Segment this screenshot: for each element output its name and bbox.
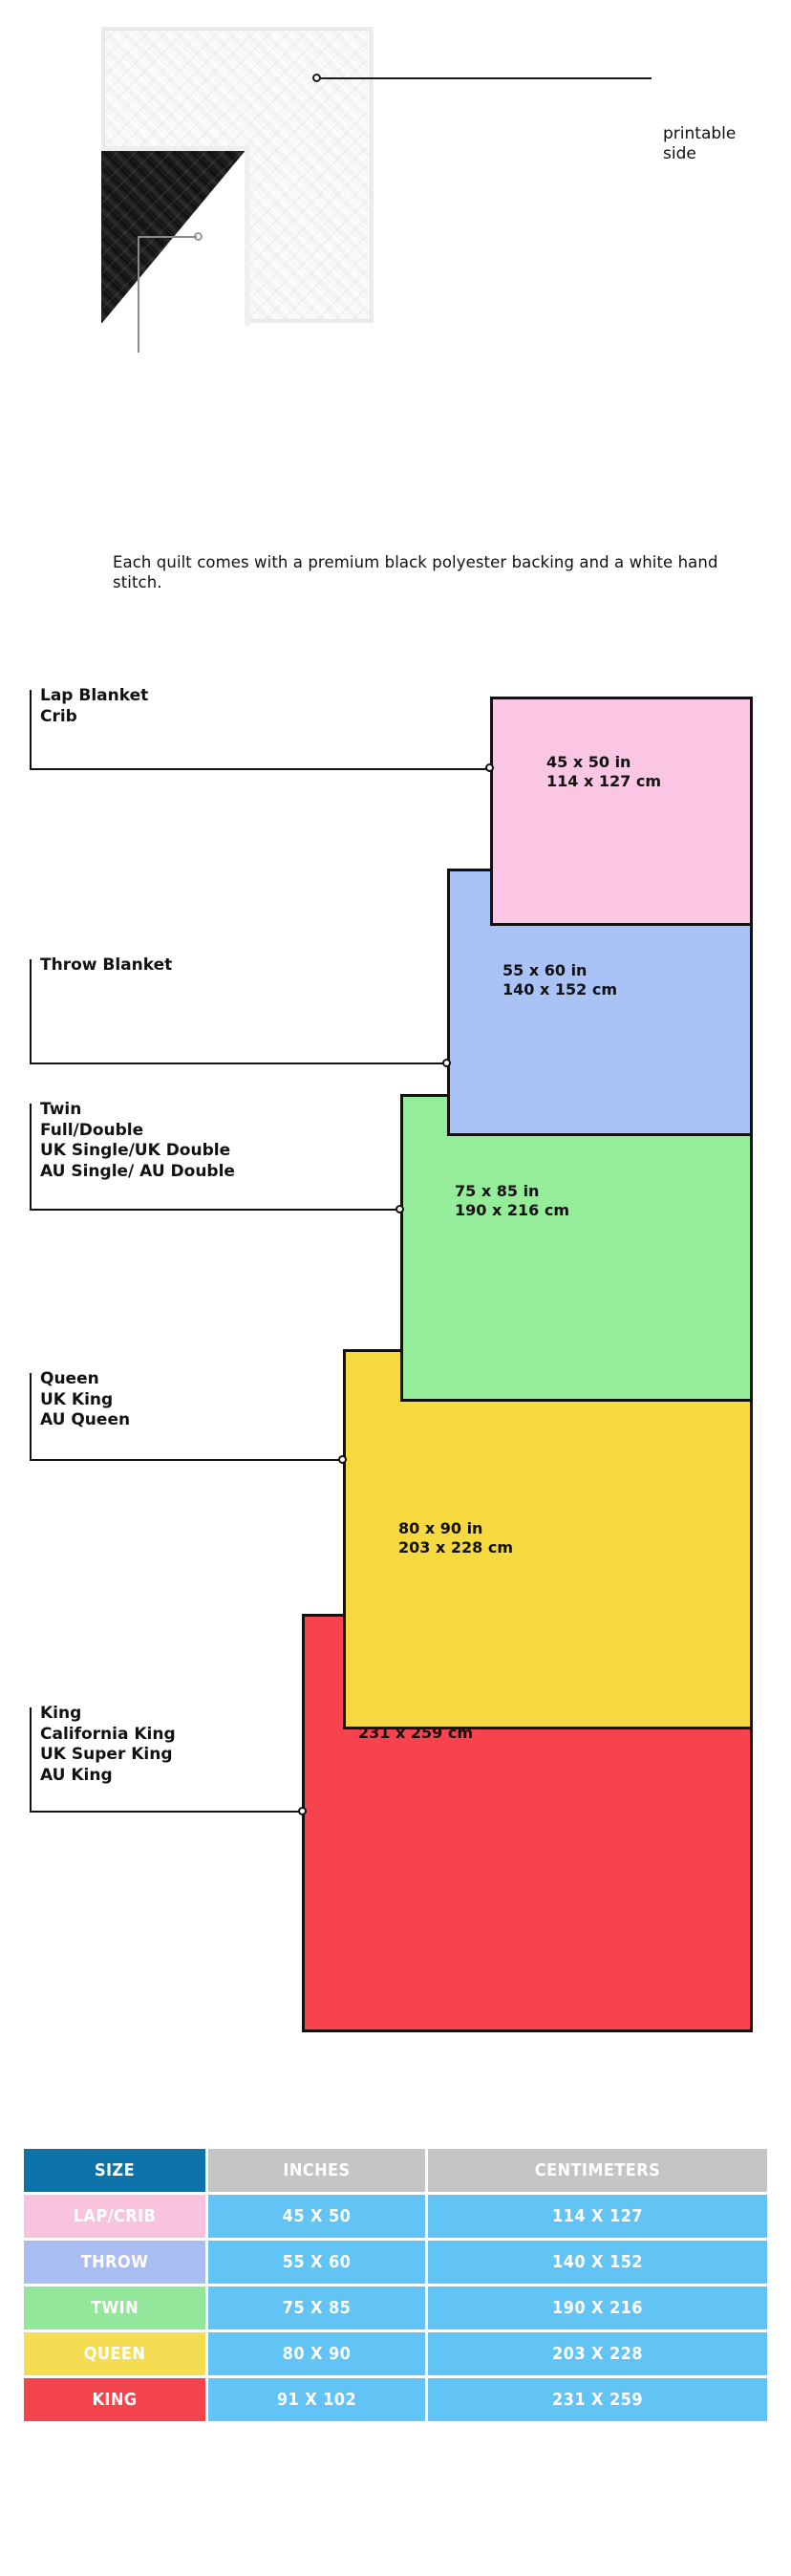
table-header-row: SIZE INCHES CENTIMETERS (24, 2149, 767, 2192)
printable-side-leader-line (319, 77, 652, 79)
bracket-twin: Twin Full/Double UK Single/UK Double AU … (30, 1100, 408, 1211)
table-cell-inches-queen: 80 X 90 (208, 2332, 425, 2375)
size-rect-queen: 80 x 90 in 203 x 228 cm (343, 1349, 753, 1729)
marker-lap-crib (485, 763, 494, 772)
table-row: TWIN 75 X 85 190 X 216 (24, 2286, 767, 2329)
size-table-body: LAP/CRIB 45 X 50 114 X 127 THROW 55 X 60… (24, 2195, 767, 2421)
table-row: LAP/CRIB 45 X 50 114 X 127 (24, 2195, 767, 2238)
marker-queen (338, 1455, 347, 1464)
table-header-centimeters: CENTIMETERS (427, 2149, 767, 2192)
bracket-throw-label: Throw Blanket (40, 955, 173, 975)
table-cell-inches-king: 91 X 102 (208, 2378, 425, 2421)
printable-side-marker (312, 74, 321, 82)
table-cell-size-twin: TWIN (24, 2286, 205, 2329)
table-cell-inches-lap-crib: 45 X 50 (208, 2195, 425, 2238)
size-rect-throw-dimensions: 55 x 60 in 140 x 152 cm (502, 961, 617, 998)
table-row: QUEEN 80 X 90 203 X 228 (24, 2332, 767, 2375)
black-backing-leader-vertical (138, 236, 139, 353)
bracket-throw: Throw Blanket (30, 955, 455, 1064)
size-rect-queen-dimensions: 80 x 90 in 203 x 228 cm (398, 1519, 513, 1556)
black-backing-leader-horizontal (138, 236, 197, 238)
size-rect-lap-crib: 45 x 50 in 114 x 127 cm (490, 697, 753, 926)
table-cell-size-king: KING (24, 2378, 205, 2421)
table-row: KING 91 X 102 231 X 259 (24, 2378, 767, 2421)
table-cell-size-lap-crib: LAP/CRIB (24, 2195, 205, 2238)
table-cell-size-queen: QUEEN (24, 2332, 205, 2375)
printable-side-label: printable side (663, 124, 737, 163)
quilt-caption: Each quilt comes with a premium black po… (113, 553, 718, 591)
bracket-lap-crib: Lap Blanket Crib (30, 686, 498, 770)
bracket-king-label: King California King UK Super King AU Ki… (40, 1704, 176, 1785)
table-header-size: SIZE (24, 2149, 205, 2192)
marker-throw (442, 1059, 451, 1067)
quilt-fold-edge-side (245, 148, 250, 326)
table-cell-inches-throw: 55 X 60 (208, 2241, 425, 2284)
table-row: THROW 55 X 60 140 X 152 (24, 2241, 767, 2284)
marker-twin (396, 1205, 404, 1213)
table-cell-centimeters-throw: 140 X 152 (427, 2241, 767, 2284)
size-table-head: SIZE INCHES CENTIMETERS (24, 2149, 767, 2192)
quilt-photo-section: printable side Each quilt comes with a p… (0, 0, 791, 612)
bracket-twin-label: Twin Full/Double UK Single/UK Double AU … (40, 1100, 235, 1181)
bracket-lap-crib-label: Lap Blanket Crib (40, 686, 149, 726)
size-rect-twin: 75 x 85 in 190 x 216 cm (400, 1094, 753, 1402)
quilt-fold-edge-top (101, 146, 250, 151)
marker-king (298, 1807, 307, 1815)
size-table: SIZE INCHES CENTIMETERS LAP/CRIB 45 X 50… (21, 2146, 770, 2424)
table-cell-size-throw: THROW (24, 2241, 205, 2284)
table-cell-inches-twin: 75 X 85 (208, 2286, 425, 2329)
bracket-queen-label: Queen UK King AU Queen (40, 1369, 131, 1429)
size-rect-lap-crib-dimensions: 45 x 50 in 114 x 127 cm (546, 753, 661, 790)
table-cell-centimeters-king: 231 X 259 (427, 2378, 767, 2421)
size-rect-twin-dimensions: 75 x 85 in 190 x 216 cm (455, 1182, 569, 1219)
bracket-queen-group: Queen UK King AU Queen (30, 1369, 351, 1461)
table-cell-centimeters-twin: 190 X 216 (427, 2286, 767, 2329)
table-cell-centimeters-queen: 203 X 228 (427, 2332, 767, 2375)
table-header-inches: INCHES (208, 2149, 425, 2192)
table-cell-centimeters-lap-crib: 114 X 127 (427, 2195, 767, 2238)
bracket-king: King California King UK Super King AU Ki… (30, 1704, 310, 1813)
